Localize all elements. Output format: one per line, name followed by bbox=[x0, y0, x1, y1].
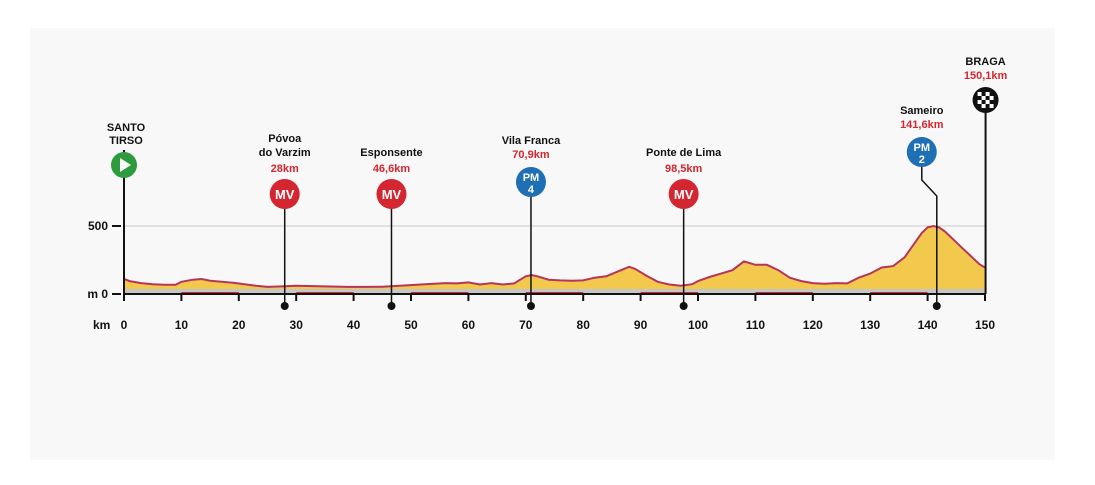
checker-3-1 bbox=[981, 104, 986, 108]
y-tick-label-500: 500 bbox=[88, 219, 108, 233]
marker-dot-1 bbox=[280, 302, 289, 310]
x-tick-label-30: 30 bbox=[290, 318, 304, 332]
x-tick-label-50: 50 bbox=[404, 318, 418, 332]
x-tick-label-60: 60 bbox=[462, 318, 476, 332]
mv-badge-icon bbox=[668, 179, 699, 209]
marker-name-0-b: TIRSO bbox=[109, 135, 143, 147]
x-tick-label-100: 100 bbox=[688, 318, 708, 332]
y-tick-label-0: m 0 bbox=[87, 287, 108, 301]
checker-0-2 bbox=[985, 92, 990, 96]
profile-area bbox=[124, 226, 985, 294]
x-tick-label-150: 150 bbox=[975, 318, 995, 332]
chart-panel bbox=[30, 28, 1055, 460]
marker-name-3: Vila Franca bbox=[502, 135, 561, 147]
checker-2-2 bbox=[985, 100, 990, 104]
checker-3-3 bbox=[989, 104, 994, 108]
pm-badge-icon bbox=[906, 137, 937, 167]
marker-badge-5-a: PM bbox=[914, 142, 931, 154]
marker-distance-3: 70,9km bbox=[512, 149, 550, 161]
x-tick-label-140: 140 bbox=[918, 318, 938, 332]
marker-badge-2: MV bbox=[382, 187, 402, 202]
marker-distance-1: 28km bbox=[271, 163, 299, 175]
checker-1-1 bbox=[981, 96, 986, 100]
marker-name-1-0: Póvoa bbox=[268, 133, 302, 145]
marker-distance-2: 46,6km bbox=[373, 163, 411, 175]
x-tick-label-120: 120 bbox=[803, 318, 823, 332]
marker-badge-4: MV bbox=[674, 187, 694, 202]
marker-badge-3-a: PM bbox=[523, 172, 540, 184]
checker-1-3 bbox=[989, 96, 994, 100]
marker-distance-4: 98,5km bbox=[665, 163, 703, 175]
pm-badge-icon bbox=[515, 167, 546, 197]
x-tick-label-20: 20 bbox=[232, 318, 246, 332]
profile-line bbox=[123, 224, 986, 288]
checker-0-0 bbox=[977, 92, 982, 96]
marker-badge-3-b: 4 bbox=[528, 184, 535, 196]
checker-2-0 bbox=[977, 100, 982, 104]
x-tick-label-0: 0 bbox=[121, 318, 128, 332]
play-icon bbox=[120, 158, 131, 172]
marker-dot-5 bbox=[932, 302, 941, 310]
x-tick-label-70: 70 bbox=[519, 318, 533, 332]
x-tick-label-130: 130 bbox=[860, 318, 880, 332]
marker-name-1-1: do Varzim bbox=[259, 147, 311, 159]
marker-name-0-a: SANTO bbox=[107, 122, 146, 134]
marker-distance-6: 150,1km bbox=[964, 70, 1008, 82]
marker-badge-5-b: 2 bbox=[919, 154, 925, 166]
x-tick-label-90: 90 bbox=[634, 318, 648, 332]
marker-badge-1: MV bbox=[275, 187, 295, 202]
marker-dot-2 bbox=[387, 302, 396, 310]
mv-badge-icon bbox=[376, 179, 407, 209]
marker-dot-4 bbox=[679, 302, 688, 310]
x-tick-label-10: 10 bbox=[175, 318, 189, 332]
marker-name-6: BRAGA bbox=[965, 56, 1005, 68]
mv-badge-icon bbox=[269, 179, 300, 209]
marker-distance-5: 141,6km bbox=[900, 119, 944, 131]
marker-dot-3 bbox=[526, 302, 535, 310]
marker-name-4-0: Ponte de Lima bbox=[646, 147, 722, 159]
x-tick-label-110: 110 bbox=[746, 318, 766, 332]
marker-name-5: Sameiro bbox=[900, 105, 944, 117]
x-tick-label-80: 80 bbox=[577, 318, 591, 332]
marker-name-2-0: Esponsente bbox=[360, 147, 422, 159]
x-axis-label: km bbox=[93, 318, 110, 332]
x-tick-label-40: 40 bbox=[347, 318, 361, 332]
